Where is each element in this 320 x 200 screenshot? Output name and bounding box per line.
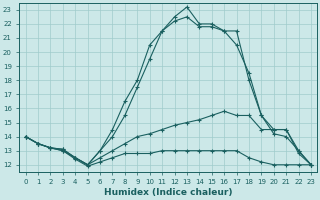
X-axis label: Humidex (Indice chaleur): Humidex (Indice chaleur) xyxy=(104,188,233,197)
